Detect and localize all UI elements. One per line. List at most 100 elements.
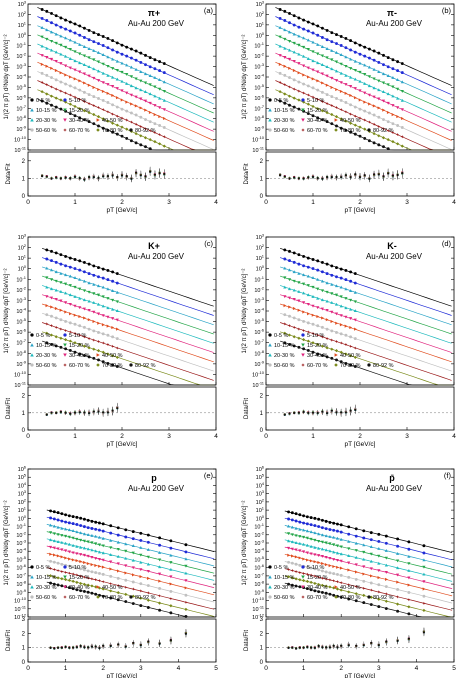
legend-label: 80-92 % [135,363,156,369]
data-point [407,547,411,551]
data-point [106,297,110,301]
data-point [92,292,96,296]
data-point [116,583,120,588]
data-point [169,639,172,642]
data-point [79,644,82,648]
y-tick-exponent: -5 [260,83,264,88]
data-point [96,293,101,297]
data-point [90,645,93,648]
data-point [64,328,68,333]
data-point [330,58,334,62]
y-tick-label: 10-10 [252,370,265,379]
data-point [115,59,119,63]
data-point [73,285,77,289]
data-point [96,353,100,357]
data-point [64,82,68,86]
data-point [49,333,54,337]
data-point [363,81,367,85]
data-point [330,282,334,286]
data-point [368,177,371,180]
data-point [96,349,101,353]
data-point [56,511,60,515]
data-point [339,89,343,94]
data-point [381,99,386,103]
data-point [106,119,110,123]
data-point [169,604,173,608]
data-point [158,594,162,598]
data-point [92,329,96,333]
data-point [82,90,86,94]
data-point [79,581,83,586]
data-point [396,69,400,73]
data-point [69,75,72,79]
data-point [75,552,79,556]
data-point [92,122,96,126]
y-tick-label: 10-7 [254,338,264,347]
data-point [283,341,287,345]
x-tick-label: 1 [311,199,315,206]
y-tick-exponent: 0 [262,264,265,269]
legend-item: 15-20 % [63,108,90,114]
data-point [59,410,62,413]
data-point [311,59,315,63]
data-point [75,559,79,563]
y-tick-exponent: -2 [260,530,264,535]
data-point [153,173,156,176]
data-point [30,565,34,569]
data-point [82,36,86,39]
data-point [54,23,58,27]
data-point [330,264,334,268]
data-point [124,528,128,532]
data-point [335,97,338,100]
data-point [292,59,296,63]
y-tick-exponent: -3 [22,539,26,544]
data-point [363,127,367,131]
data-point [68,38,72,42]
data-point [106,36,110,40]
y-tick-label: 104 [256,481,265,490]
data-point [109,538,113,542]
data-point [334,353,338,357]
data-point [78,352,82,356]
data-point [311,31,315,35]
fit-line [279,266,452,326]
data-point [134,132,138,136]
data-point [101,350,105,354]
y-tick-label: 10-7 [16,104,26,113]
legend-label: 20-30 % [36,118,57,124]
data-point [344,315,348,319]
data-point [129,111,133,115]
data-point [78,70,82,74]
data-point [349,75,353,79]
data-point [148,92,152,96]
data-point [82,72,86,76]
y-tick-exponent: -7 [260,104,264,109]
ratio-tick-label: 0 [22,194,26,200]
data-point [302,521,306,525]
data-point [311,68,315,72]
data-point [367,65,371,69]
legend-item: 5-10 % [63,565,87,571]
data-point [307,411,310,414]
data-point [306,48,310,51]
data-point [71,515,75,519]
data-point [377,569,381,573]
y-tick-exponent: -10 [20,596,27,601]
data-point [384,534,388,538]
data-point [68,48,72,51]
data-point [115,272,119,275]
legend-label: 70-80 % [102,363,123,369]
data-point [92,95,96,99]
legend-item: 40-50 % [334,353,361,359]
fit-line [41,285,214,344]
data-point [54,78,58,82]
data-point [45,175,48,178]
data-point [292,32,296,36]
data-point [153,140,157,144]
data-point [339,35,343,38]
legend-label: 80-92 % [373,128,394,134]
data-point [69,312,72,316]
data-point [54,105,58,109]
data-point [148,147,152,151]
data-point [87,83,91,87]
